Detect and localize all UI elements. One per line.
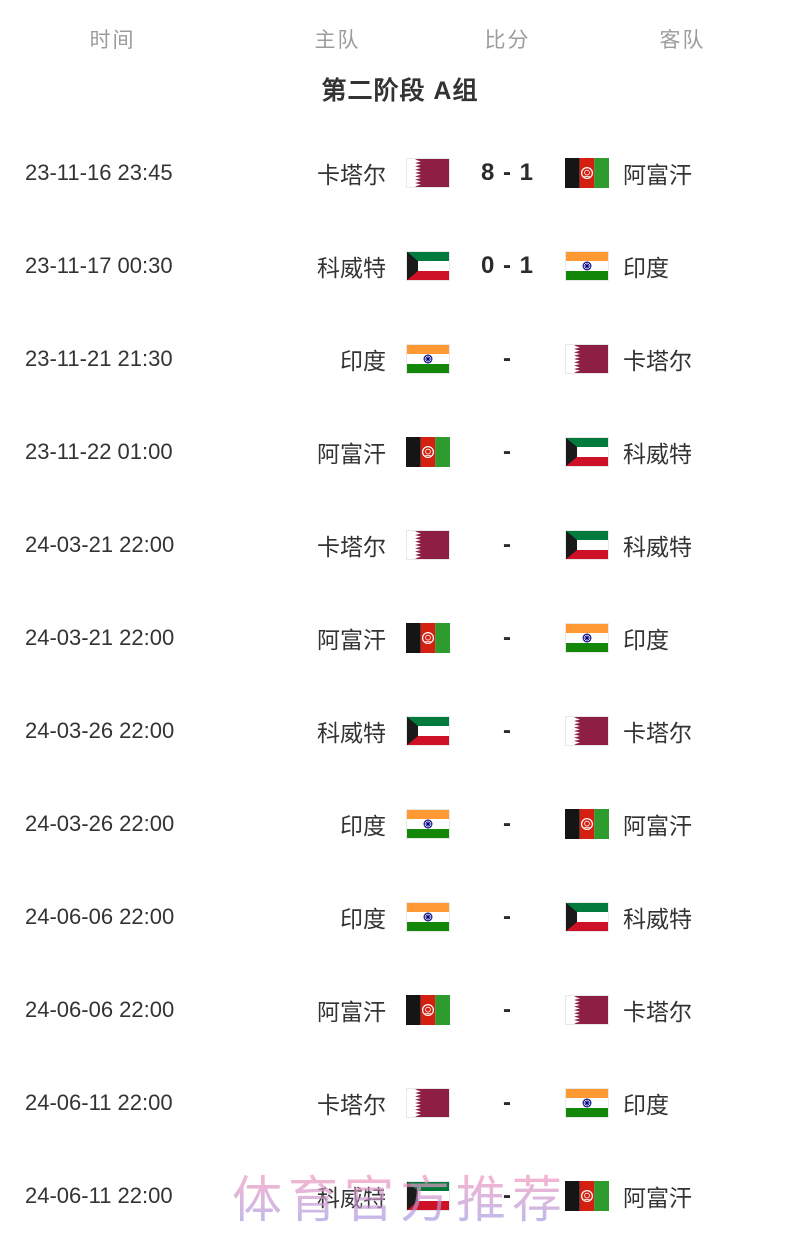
flag-india-icon <box>565 622 609 653</box>
match-time: 24-03-26 22:00 <box>25 717 175 743</box>
match-time: 23-11-17 00:30 <box>25 252 173 278</box>
away-team-name: 科威特 <box>623 533 692 560</box>
match-row[interactable]: 24-06-06 22:00 印度 - 科威特 <box>0 870 800 963</box>
flag-kuwait-icon <box>406 250 450 281</box>
home-team-name: 印度 <box>340 812 386 839</box>
flag-afghanistan-icon <box>406 622 450 653</box>
flag-kuwait-icon <box>406 715 450 746</box>
home-team-name: 印度 <box>340 905 386 932</box>
home-team-name: 卡塔尔 <box>317 161 386 188</box>
match-time: 23-11-21 21:30 <box>25 345 173 371</box>
match-time: 23-11-22 01:00 <box>25 438 173 464</box>
match-time: 24-06-06 22:00 <box>25 996 175 1022</box>
away-team-name: 印度 <box>623 626 669 653</box>
flag-qatar-icon <box>406 1087 450 1118</box>
match-row[interactable]: 24-06-11 22:00 科威特 - 阿富汗 <box>0 1149 800 1242</box>
flag-kuwait-icon <box>565 901 609 932</box>
away-team-name: 卡塔尔 <box>623 347 692 374</box>
flag-qatar-icon <box>406 529 450 560</box>
match-score: - <box>503 344 512 372</box>
flag-india-icon <box>406 901 450 932</box>
match-score: - <box>503 1181 512 1209</box>
home-team-name: 卡塔尔 <box>317 533 386 560</box>
home-team-name: 科威特 <box>317 1184 386 1211</box>
header-home: 主队 <box>314 29 361 52</box>
fixtures-list: 23-11-16 23:45 卡塔尔 8 - 1 阿富汗 23-11-17 00… <box>0 126 800 1242</box>
match-score: - <box>503 1088 512 1116</box>
group-title: 第二阶段 A组 <box>321 77 479 105</box>
match-row[interactable]: 23-11-16 23:45 卡塔尔 8 - 1 阿富汗 <box>0 126 800 219</box>
flag-india-icon <box>565 250 609 281</box>
flag-kuwait-icon <box>565 436 609 467</box>
flag-kuwait-icon <box>406 1180 450 1211</box>
flag-kuwait-icon <box>565 529 609 560</box>
flag-qatar-icon <box>406 157 450 188</box>
match-time: 23-11-16 23:45 <box>25 159 173 185</box>
away-team-name: 阿富汗 <box>623 161 692 188</box>
match-time: 24-06-11 22:00 <box>25 1182 173 1208</box>
home-team-name: 阿富汗 <box>317 440 386 467</box>
home-team-name: 阿富汗 <box>317 626 386 653</box>
away-team-name: 阿富汗 <box>623 812 692 839</box>
match-score: 8 - 1 <box>480 158 535 186</box>
match-time: 24-06-06 22:00 <box>25 903 175 929</box>
match-score: - <box>503 716 512 744</box>
flag-qatar-icon <box>565 343 609 374</box>
flag-qatar-icon <box>565 715 609 746</box>
match-row[interactable]: 24-06-11 22:00 卡塔尔 - 印度 <box>0 1056 800 1149</box>
away-team-name: 印度 <box>623 254 669 281</box>
match-row[interactable]: 24-03-21 22:00 卡塔尔 - 科威特 <box>0 498 800 591</box>
match-time: 24-06-11 22:00 <box>25 1089 173 1115</box>
flag-afghanistan-icon <box>565 808 609 839</box>
away-team-name: 印度 <box>623 1091 669 1118</box>
match-row[interactable]: 24-06-06 22:00 阿富汗 - 卡塔尔 <box>0 963 800 1056</box>
home-team-name: 印度 <box>340 347 386 374</box>
away-team-name: 科威特 <box>623 440 692 467</box>
match-score: - <box>503 995 512 1023</box>
header-time: 时间 <box>89 29 136 52</box>
match-score: - <box>503 437 512 465</box>
flag-india-icon <box>406 343 450 374</box>
away-team-name: 卡塔尔 <box>623 719 692 746</box>
match-row[interactable]: 24-03-26 22:00 印度 - 阿富汗 <box>0 777 800 870</box>
match-score: - <box>503 902 512 930</box>
header-score: 比分 <box>484 29 531 52</box>
header-away: 客队 <box>659 29 706 52</box>
flag-qatar-icon <box>565 994 609 1025</box>
match-time: 24-03-21 22:00 <box>25 624 175 650</box>
match-row[interactable]: 23-11-21 21:30 印度 - 卡塔尔 <box>0 312 800 405</box>
flag-afghanistan-icon <box>406 436 450 467</box>
home-team-name: 卡塔尔 <box>317 1091 386 1118</box>
flag-india-icon <box>406 808 450 839</box>
home-team-name: 阿富汗 <box>317 998 386 1025</box>
table-header: 时间 主队 比分 客队 <box>0 0 800 64</box>
match-score: - <box>503 809 512 837</box>
match-row[interactable]: 24-03-21 22:00 阿富汗 - 印度 <box>0 591 800 684</box>
match-score: - <box>503 530 512 558</box>
away-team-name: 卡塔尔 <box>623 998 692 1025</box>
away-team-name: 阿富汗 <box>623 1184 692 1211</box>
match-score: 0 - 1 <box>480 251 535 279</box>
match-row[interactable]: 23-11-22 01:00 阿富汗 - 科威特 <box>0 405 800 498</box>
match-score: - <box>503 623 512 651</box>
match-row[interactable]: 24-03-26 22:00 科威特 - 卡塔尔 <box>0 684 800 777</box>
flag-india-icon <box>565 1087 609 1118</box>
flag-afghanistan-icon <box>565 157 609 188</box>
match-row[interactable]: 23-11-17 00:30 科威特 0 - 1 印度 <box>0 219 800 312</box>
away-team-name: 科威特 <box>623 905 692 932</box>
flag-afghanistan-icon <box>406 994 450 1025</box>
match-time: 24-03-21 22:00 <box>25 531 175 557</box>
home-team-name: 科威特 <box>317 254 386 281</box>
flag-afghanistan-icon <box>565 1180 609 1211</box>
home-team-name: 科威特 <box>317 719 386 746</box>
match-time: 24-03-26 22:00 <box>25 810 175 836</box>
